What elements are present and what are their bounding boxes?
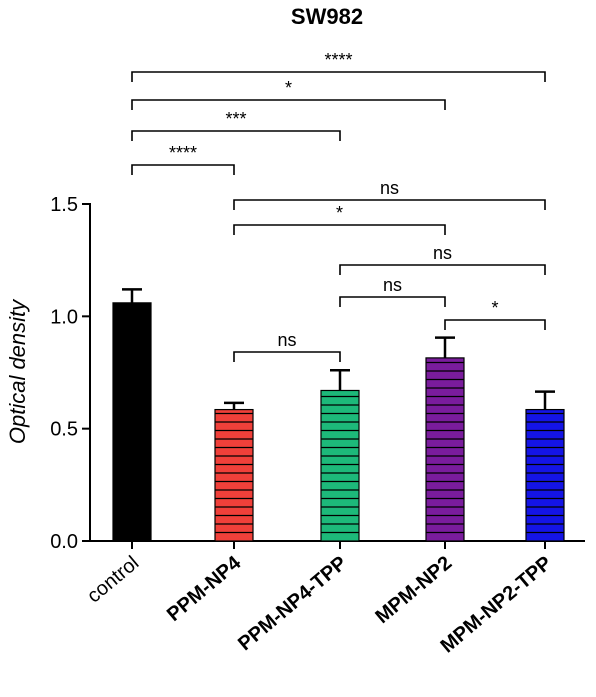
significance-label: **** xyxy=(324,50,352,70)
y-tick-label: 0.5 xyxy=(50,419,78,441)
bar xyxy=(425,357,465,542)
chart-title: SW982 xyxy=(291,4,363,29)
significance-bracket xyxy=(233,351,341,362)
significance-label: * xyxy=(491,298,498,318)
significance-bracket xyxy=(233,199,546,210)
significance-bracket xyxy=(233,224,446,235)
significance-bracket xyxy=(131,99,446,110)
significance-label: * xyxy=(285,78,292,98)
significance-label: **** xyxy=(169,143,197,163)
bar xyxy=(525,408,565,542)
y-tick-label: 1.0 xyxy=(50,306,78,328)
significance-label: ns xyxy=(380,178,399,198)
significance-bracket xyxy=(131,130,341,141)
y-tick-label: 1.5 xyxy=(50,194,78,216)
significance-bracket xyxy=(339,264,546,275)
significance-bracket xyxy=(444,319,546,330)
bar xyxy=(112,302,152,542)
bars xyxy=(112,288,565,542)
significance-label: ns xyxy=(433,243,452,263)
significance-label: *** xyxy=(225,109,246,129)
x-category-label: control xyxy=(83,552,143,607)
y-axis-label: Optical density xyxy=(5,298,30,444)
significance-bracket xyxy=(339,296,446,307)
significance-bracket xyxy=(131,164,235,175)
x-category-label: PPM-NP4 xyxy=(163,551,246,626)
significance-label: * xyxy=(336,203,343,223)
significance-label: ns xyxy=(277,330,296,350)
significance-bracket xyxy=(131,71,546,82)
bar xyxy=(214,408,254,542)
y-tick-label: 0.0 xyxy=(50,531,78,553)
x-category-label: MPM-NP2 xyxy=(371,552,456,628)
x-category-label: PPM-NP4-TPP xyxy=(234,552,351,655)
significance-label: ns xyxy=(383,275,402,295)
